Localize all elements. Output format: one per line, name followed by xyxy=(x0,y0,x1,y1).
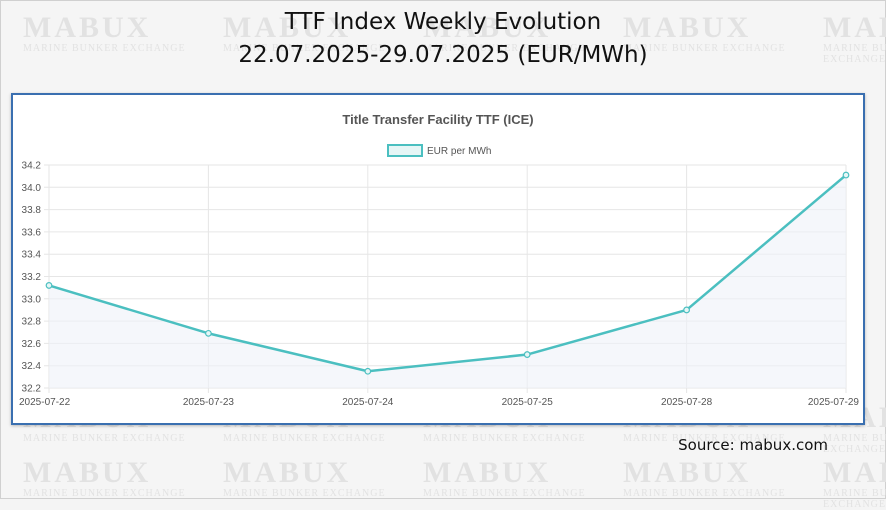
x-tick-label: 2025-07-22 xyxy=(19,397,71,408)
chart-panel: Title Transfer Facility TTF (ICE) EUR per… xyxy=(11,93,865,425)
watermark-tagline: MARINE BUNKER EXCHANGE xyxy=(23,488,186,499)
watermark-brand: MABUX xyxy=(423,456,552,489)
y-tick-label: 32.2 xyxy=(22,384,42,395)
x-tick-label: 2025-07-23 xyxy=(183,397,235,408)
legend-swatch xyxy=(387,144,423,157)
x-tick-label: 2025-07-29 xyxy=(808,397,860,408)
y-tick-label: 34.0 xyxy=(22,183,42,194)
y-tick-label: 32.8 xyxy=(22,317,42,328)
watermark-brand: MABUX xyxy=(823,456,886,489)
series-area xyxy=(49,175,846,388)
legend-label: EUR per MWh xyxy=(427,146,491,157)
watermark-tagline: MARINE BUNKER EXCHANGE xyxy=(223,488,386,499)
x-tick-label: 2025-07-25 xyxy=(502,397,554,408)
page-header: TTF Index Weekly Evolution 22.07.2025-29… xyxy=(0,6,886,72)
watermark-tagline: MARINE BUNKER EXCHANGE xyxy=(823,433,886,455)
watermark-tagline: MARINE BUNKER EXCHANGE xyxy=(223,433,386,444)
y-tick-label: 33.0 xyxy=(22,294,42,305)
data-point xyxy=(523,351,531,358)
page-title: TTF Index Weekly Evolution xyxy=(284,9,602,35)
data-point xyxy=(842,171,850,179)
y-tick-label: 32.4 xyxy=(22,361,42,372)
page-subtitle: 22.07.2025-29.07.2025 (EUR/MWh) xyxy=(238,42,648,68)
y-tick-label: 33.8 xyxy=(22,205,42,216)
line-chart: Title Transfer Facility TTF (ICE) EUR per… xyxy=(19,112,860,408)
y-tick-label: 34.2 xyxy=(22,161,42,172)
y-tick-label: 33.2 xyxy=(22,272,42,283)
watermark-tagline: MARINE BUNKER EXCHANGE xyxy=(23,433,186,444)
watermark-brand: MABUX xyxy=(223,456,352,489)
watermark-brand: MABUX xyxy=(623,456,752,489)
x-tick-label: 2025-07-24 xyxy=(342,397,394,408)
data-point xyxy=(204,329,212,337)
series-line xyxy=(48,174,847,373)
y-tick-label: 33.4 xyxy=(22,250,42,261)
source-note: Source: mabux.com xyxy=(678,436,828,454)
watermark-tagline: MARINE BUNKER EXCHANGE xyxy=(823,488,886,510)
data-point xyxy=(683,306,690,314)
watermark-tagline: MARINE BUNKER EXCHANGE xyxy=(423,433,586,444)
y-tick-label: 32.6 xyxy=(22,339,42,350)
watermark-tagline: MARINE BUNKER EXCHANGE xyxy=(623,488,786,499)
x-tick-label: 2025-07-28 xyxy=(661,397,713,408)
watermark-brand: MABUX xyxy=(23,456,152,489)
y-tick-label: 33.6 xyxy=(22,227,42,238)
watermark-tagline: MARINE BUNKER EXCHANGE xyxy=(423,488,586,499)
data-point xyxy=(45,282,53,289)
data-point xyxy=(364,367,372,375)
chart-title: Title Transfer Facility TTF (ICE) xyxy=(342,112,533,127)
